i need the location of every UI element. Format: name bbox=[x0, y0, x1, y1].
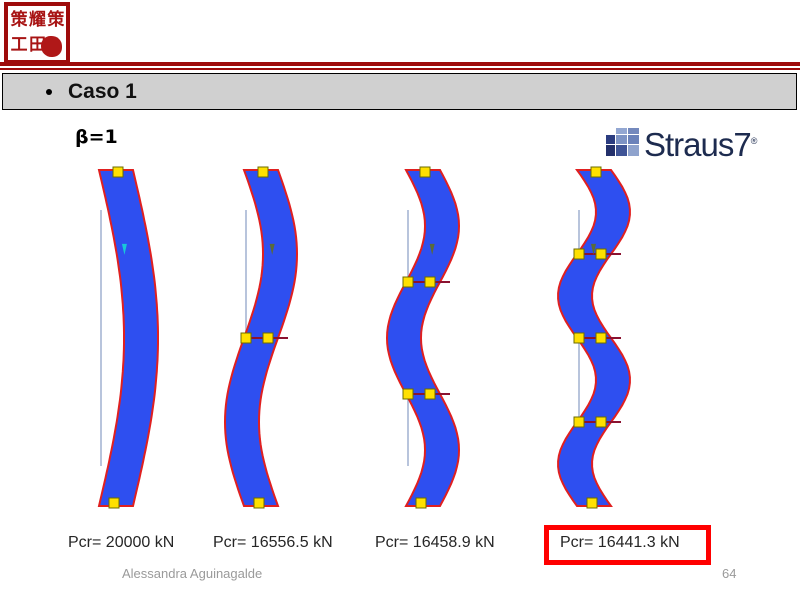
pcr-label-2: Pcr= 16556.5 kN bbox=[213, 534, 333, 551]
column-mode-4-graphic bbox=[557, 166, 631, 509]
highlight-box-pcr-4 bbox=[544, 525, 711, 565]
straus7-grid-tile bbox=[628, 128, 639, 134]
axis-arrow-icon bbox=[269, 243, 275, 255]
straus7-grid-tile bbox=[606, 145, 615, 156]
seal-dot-icon bbox=[41, 36, 62, 57]
restraint-node-marker bbox=[402, 276, 414, 288]
restraint-node-marker bbox=[262, 332, 274, 344]
buckled-member-body bbox=[97, 169, 159, 507]
header-rule-thick bbox=[0, 62, 800, 66]
seal-glyph: 耀 bbox=[28, 9, 46, 30]
restraint-node-marker bbox=[424, 276, 436, 288]
restraint-node-marker bbox=[240, 332, 252, 344]
top-support-node bbox=[590, 166, 602, 178]
pcr-label-4: Pcr= 16441.3 kN bbox=[560, 534, 680, 551]
seal-glyph: 策 bbox=[10, 9, 28, 30]
restraint-node-marker bbox=[402, 388, 414, 400]
straus7-logo: Straus7® bbox=[606, 122, 758, 164]
restraint-node-marker bbox=[424, 388, 436, 400]
straus7-grid-tile bbox=[616, 145, 627, 156]
column-mode-2 bbox=[215, 162, 335, 512]
registered-trademark-icon: ® bbox=[750, 135, 758, 146]
straus7-grid-tile bbox=[628, 135, 639, 144]
axis-arrow-icon bbox=[121, 243, 127, 255]
seal-glyph: 策 bbox=[47, 9, 64, 30]
column-mode-1-graphic bbox=[97, 166, 159, 509]
base-support-node bbox=[108, 497, 120, 509]
straus7-wordmark: Straus7® bbox=[644, 125, 758, 163]
straus7-wordmark-text: Straus7 bbox=[644, 125, 752, 163]
column-mode-4 bbox=[548, 162, 668, 512]
footer-page-number: 64 bbox=[722, 566, 737, 581]
top-support-node bbox=[257, 166, 269, 178]
column-mode-2-graphic bbox=[223, 166, 299, 509]
pcr-label-1: Pcr= 20000 kN bbox=[68, 534, 175, 551]
slide-title-bar: Caso 1 bbox=[2, 73, 797, 110]
top-support-node bbox=[419, 166, 431, 178]
restraint-node-marker bbox=[595, 332, 607, 344]
axis-arrow-icon bbox=[590, 243, 596, 255]
base-support-node bbox=[253, 497, 265, 509]
straus7-grid-icon bbox=[606, 128, 640, 158]
pcr-label-3: Pcr= 16458.9 kN bbox=[375, 534, 495, 551]
restraint-node-marker bbox=[573, 248, 585, 260]
restraint-node-marker bbox=[573, 416, 585, 428]
bullet-icon bbox=[46, 88, 52, 95]
base-support-node bbox=[586, 497, 598, 509]
red-seal-logo: 策 耀 策 工 田 bbox=[4, 2, 70, 64]
straus7-grid-tile bbox=[606, 135, 615, 144]
column-mode-3 bbox=[377, 162, 497, 512]
restraint-node-marker bbox=[595, 416, 607, 428]
straus7-grid-tile bbox=[616, 135, 627, 144]
straus7-grid-tile bbox=[616, 128, 627, 134]
beta-parameter-label: β=1 bbox=[75, 126, 118, 148]
seal-glyph: 工 bbox=[10, 35, 28, 56]
seal-glyph-grid: 策 耀 策 工 田 bbox=[10, 8, 64, 58]
footer-author: Alessandra Aguinagalde bbox=[122, 566, 263, 581]
straus7-grid-tile bbox=[628, 145, 639, 156]
top-support-node bbox=[112, 166, 124, 178]
column-mode-1 bbox=[70, 162, 190, 512]
column-mode-3-graphic bbox=[385, 166, 461, 509]
page-title: Caso 1 bbox=[68, 79, 137, 103]
restraint-node-marker bbox=[595, 248, 607, 260]
header-rule-thin bbox=[0, 68, 800, 70]
base-support-node bbox=[415, 497, 427, 509]
axis-arrow-icon bbox=[429, 243, 435, 255]
buckled-member-body bbox=[385, 169, 461, 507]
restraint-node-marker bbox=[573, 332, 585, 344]
